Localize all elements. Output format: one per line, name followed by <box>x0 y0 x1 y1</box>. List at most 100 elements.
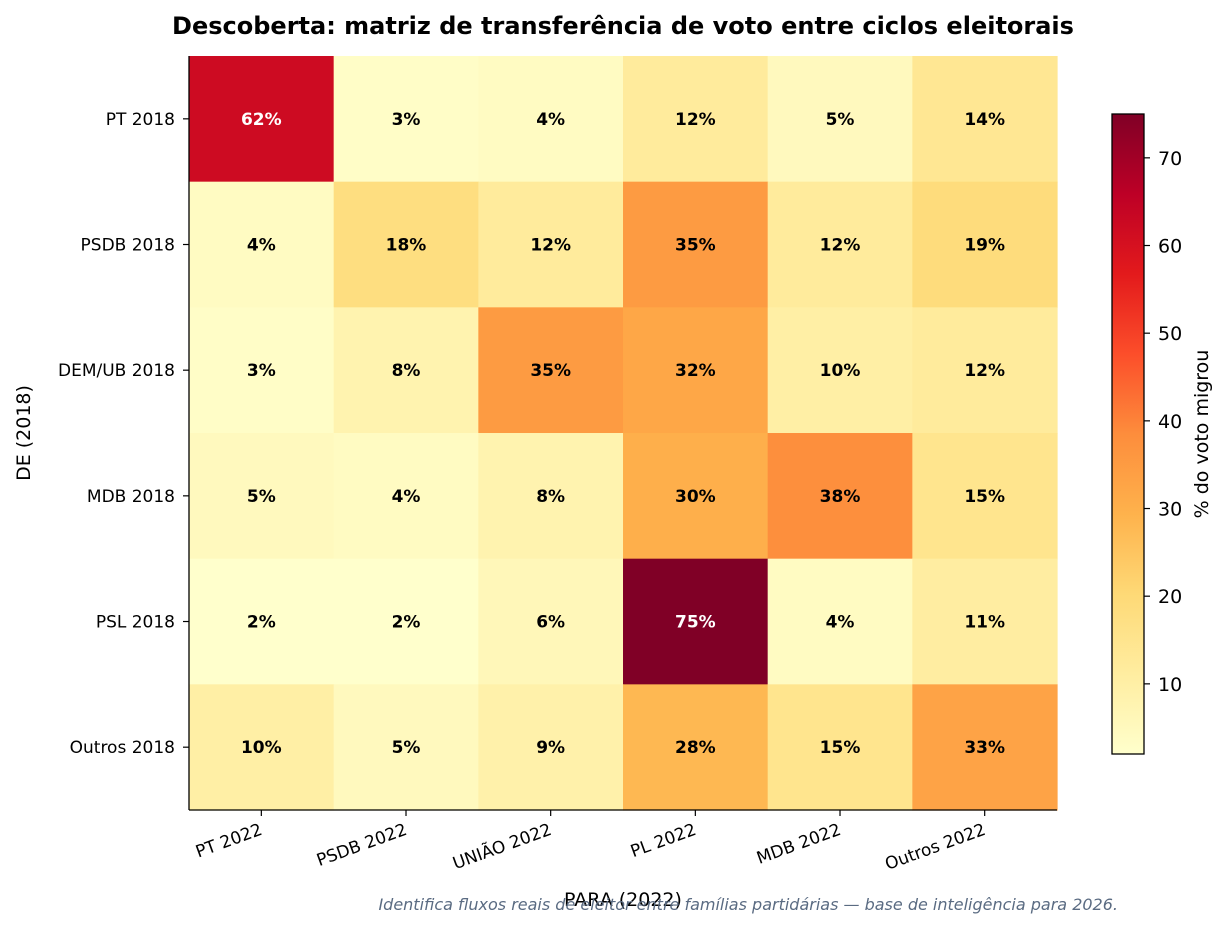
heatmap-cell <box>189 181 335 308</box>
heatmap-cell <box>478 433 624 560</box>
cell-value-label: 9% <box>536 738 565 758</box>
x-tick-label: PT 2022 <box>193 820 265 863</box>
heatmap-cell <box>478 684 624 811</box>
cell-value-label: 2% <box>247 613 276 633</box>
cell-value-label: 19% <box>964 236 1005 256</box>
cell-value-label: 3% <box>392 110 421 130</box>
y-tick-label: PSL 2018 <box>96 613 175 633</box>
heatmap-cell <box>767 684 913 811</box>
cell-value-label: 4% <box>247 236 276 256</box>
y-tick-label: PSDB 2018 <box>81 236 175 256</box>
heatmap-cell <box>478 181 624 308</box>
cell-value-label: 10% <box>820 361 861 381</box>
cell-value-label: 18% <box>386 236 427 256</box>
y-axis-ticks: PT 2018 PSDB 2018 DEM/UB 2018 MDB 2018 PSL 2… <box>58 110 189 758</box>
chart-title: Descoberta: matriz de transferência de v… <box>172 12 1074 40</box>
heatmap-cell <box>767 181 913 308</box>
colorbar-tick-label: 60 <box>1158 236 1182 258</box>
cell-value-label: 15% <box>964 487 1005 507</box>
heatmap-cell <box>623 684 769 811</box>
heatmap-cell <box>623 56 769 183</box>
heatmap-cell <box>333 307 479 434</box>
cell-value-label: 12% <box>530 236 571 256</box>
heatmap-cell <box>623 181 769 308</box>
colorbar-label: % do voto migrou <box>1191 350 1213 519</box>
cell-value-label: 11% <box>964 613 1005 633</box>
colorbar-tick-label: 30 <box>1158 499 1182 521</box>
cell-value-label: 30% <box>675 487 716 507</box>
cell-value-label: 5% <box>826 110 855 130</box>
heatmap-cell <box>623 433 769 560</box>
x-tick-label: PSDB 2022 <box>314 820 410 871</box>
cell-value-label: 4% <box>826 613 855 633</box>
heatmap-cell <box>912 56 1058 183</box>
colorbar-tick-label: 40 <box>1158 411 1182 433</box>
x-tick-label: Outros 2022 <box>883 820 989 875</box>
heatmap-cell <box>912 558 1058 685</box>
cell-value-label: 4% <box>536 110 565 130</box>
cell-value-label: 35% <box>675 236 716 256</box>
cell-value-label: 28% <box>675 738 716 758</box>
y-tick-label: PT 2018 <box>106 110 175 130</box>
cell-value-label: 15% <box>820 738 861 758</box>
y-tick-label: Outros 2018 <box>70 738 175 758</box>
cell-value-label: 32% <box>675 361 716 381</box>
y-tick-label: DEM/UB 2018 <box>58 361 175 381</box>
cell-value-label: 10% <box>241 738 282 758</box>
footnote: Identifica fluxos reais de eleitor entre… <box>378 895 1118 914</box>
colorbar-tick-label: 70 <box>1158 148 1182 170</box>
cell-value-label: 3% <box>247 361 276 381</box>
x-axis-label: PARA (2022) <box>564 889 682 911</box>
heatmap-cell <box>912 684 1058 811</box>
heatmap-cell <box>189 684 335 811</box>
x-axis-ticks: PT 2022 PSDB 2022 UNIÃO 2022 PL 2022 MDB 202… <box>193 810 988 875</box>
x-tick-label: PL 2022 <box>628 820 699 862</box>
heatmap-cell <box>912 433 1058 560</box>
cell-value-label: 75% <box>675 613 716 633</box>
colorbar-tick-label: 50 <box>1158 323 1182 345</box>
cell-value-label: 12% <box>964 361 1005 381</box>
cell-value-label: 5% <box>392 738 421 758</box>
cell-value-label: 2% <box>392 613 421 633</box>
cell-value-label: 35% <box>530 361 571 381</box>
heatmap-cell <box>912 307 1058 434</box>
heatmap-cells <box>189 56 1058 811</box>
cell-value-label: 5% <box>247 487 276 507</box>
heatmap-cell <box>333 433 479 560</box>
heatmap-cell <box>767 433 913 560</box>
heatmap-cell <box>478 56 624 183</box>
heatmap-cell <box>189 433 335 560</box>
heatmap-cell <box>912 181 1058 308</box>
heatmap-cell <box>189 558 335 685</box>
heatmap-cell <box>767 558 913 685</box>
y-axis-label: DE (2018) <box>13 385 35 481</box>
heatmap-cell-labels: 62% 3% 4% 12% 5% 14% 4% 18% 12% 35% 12% 19% 3% 8% 35% 3… <box>241 110 1005 758</box>
colorbar <box>1111 113 1145 755</box>
heatmap-cell <box>189 56 335 183</box>
heatmap-cell <box>623 558 769 685</box>
heatmap-cell <box>478 558 624 685</box>
heatmap-cell <box>333 558 479 685</box>
cell-value-label: 33% <box>964 738 1005 758</box>
cell-value-label: 14% <box>964 110 1005 130</box>
cell-value-label: 38% <box>820 487 861 507</box>
colorbar-tick-label: 20 <box>1158 586 1182 608</box>
heatmap-cell <box>333 181 479 308</box>
heatmap-cell <box>767 307 913 434</box>
heatmap-cell <box>333 684 479 811</box>
cell-value-label: 6% <box>536 613 565 633</box>
colorbar-tick-label: 10 <box>1158 674 1182 696</box>
cell-value-label: 4% <box>392 487 421 507</box>
colorbar-ticks: 10 20 30 40 50 60 70 <box>1144 148 1182 696</box>
heatmap-cell <box>623 307 769 434</box>
x-tick-label: UNIÃO 2022 <box>450 818 555 874</box>
heatmap-cell <box>478 307 624 434</box>
heatmap-cell <box>189 307 335 434</box>
cell-value-label: 12% <box>675 110 716 130</box>
cell-value-label: 62% <box>241 110 282 130</box>
cell-value-label: 12% <box>820 236 861 256</box>
cell-value-label: 8% <box>536 487 565 507</box>
y-tick-label: MDB 2018 <box>87 487 175 507</box>
heatmap-cell <box>767 56 913 183</box>
